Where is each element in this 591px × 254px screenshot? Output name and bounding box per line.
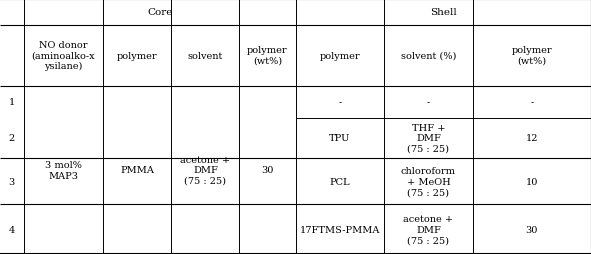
Text: PCL: PCL <box>330 177 350 186</box>
Text: 12: 12 <box>525 134 538 143</box>
Text: 3: 3 <box>9 177 15 186</box>
Text: Shell: Shell <box>430 8 457 17</box>
Text: acetone +
DMF
(75 : 25): acetone + DMF (75 : 25) <box>404 214 453 244</box>
Text: -: - <box>427 98 430 107</box>
Text: polymer: polymer <box>117 51 158 60</box>
Text: TPU: TPU <box>329 134 350 143</box>
Text: 1: 1 <box>9 98 15 107</box>
Text: polymer
(wt%): polymer (wt%) <box>512 46 552 66</box>
Text: chloroform
+ MeOH
(75 : 25): chloroform + MeOH (75 : 25) <box>401 167 456 196</box>
Text: acetone +
DMF
(75 : 25): acetone + DMF (75 : 25) <box>180 155 230 185</box>
Text: 2: 2 <box>9 134 15 143</box>
Text: 10: 10 <box>526 177 538 186</box>
Text: Core: Core <box>147 8 172 17</box>
Text: 30: 30 <box>526 225 538 234</box>
Text: 30: 30 <box>261 166 274 175</box>
Text: solvent: solvent <box>188 51 223 60</box>
Text: NO donor
(aminoalko-x
ysilane): NO donor (aminoalko-x ysilane) <box>32 41 95 71</box>
Text: -: - <box>338 98 342 107</box>
Text: solvent (%): solvent (%) <box>401 51 456 60</box>
Text: 3 mol%
MAP3: 3 mol% MAP3 <box>45 161 82 180</box>
Text: PMMA: PMMA <box>121 166 154 175</box>
Text: polymer: polymer <box>320 51 360 60</box>
Text: polymer
(wt%): polymer (wt%) <box>247 46 288 66</box>
Text: THF +
DMF
(75 : 25): THF + DMF (75 : 25) <box>407 124 450 153</box>
Text: -: - <box>530 98 534 107</box>
Text: 17FTMS-PMMA: 17FTMS-PMMA <box>300 225 380 234</box>
Text: 4: 4 <box>9 225 15 234</box>
